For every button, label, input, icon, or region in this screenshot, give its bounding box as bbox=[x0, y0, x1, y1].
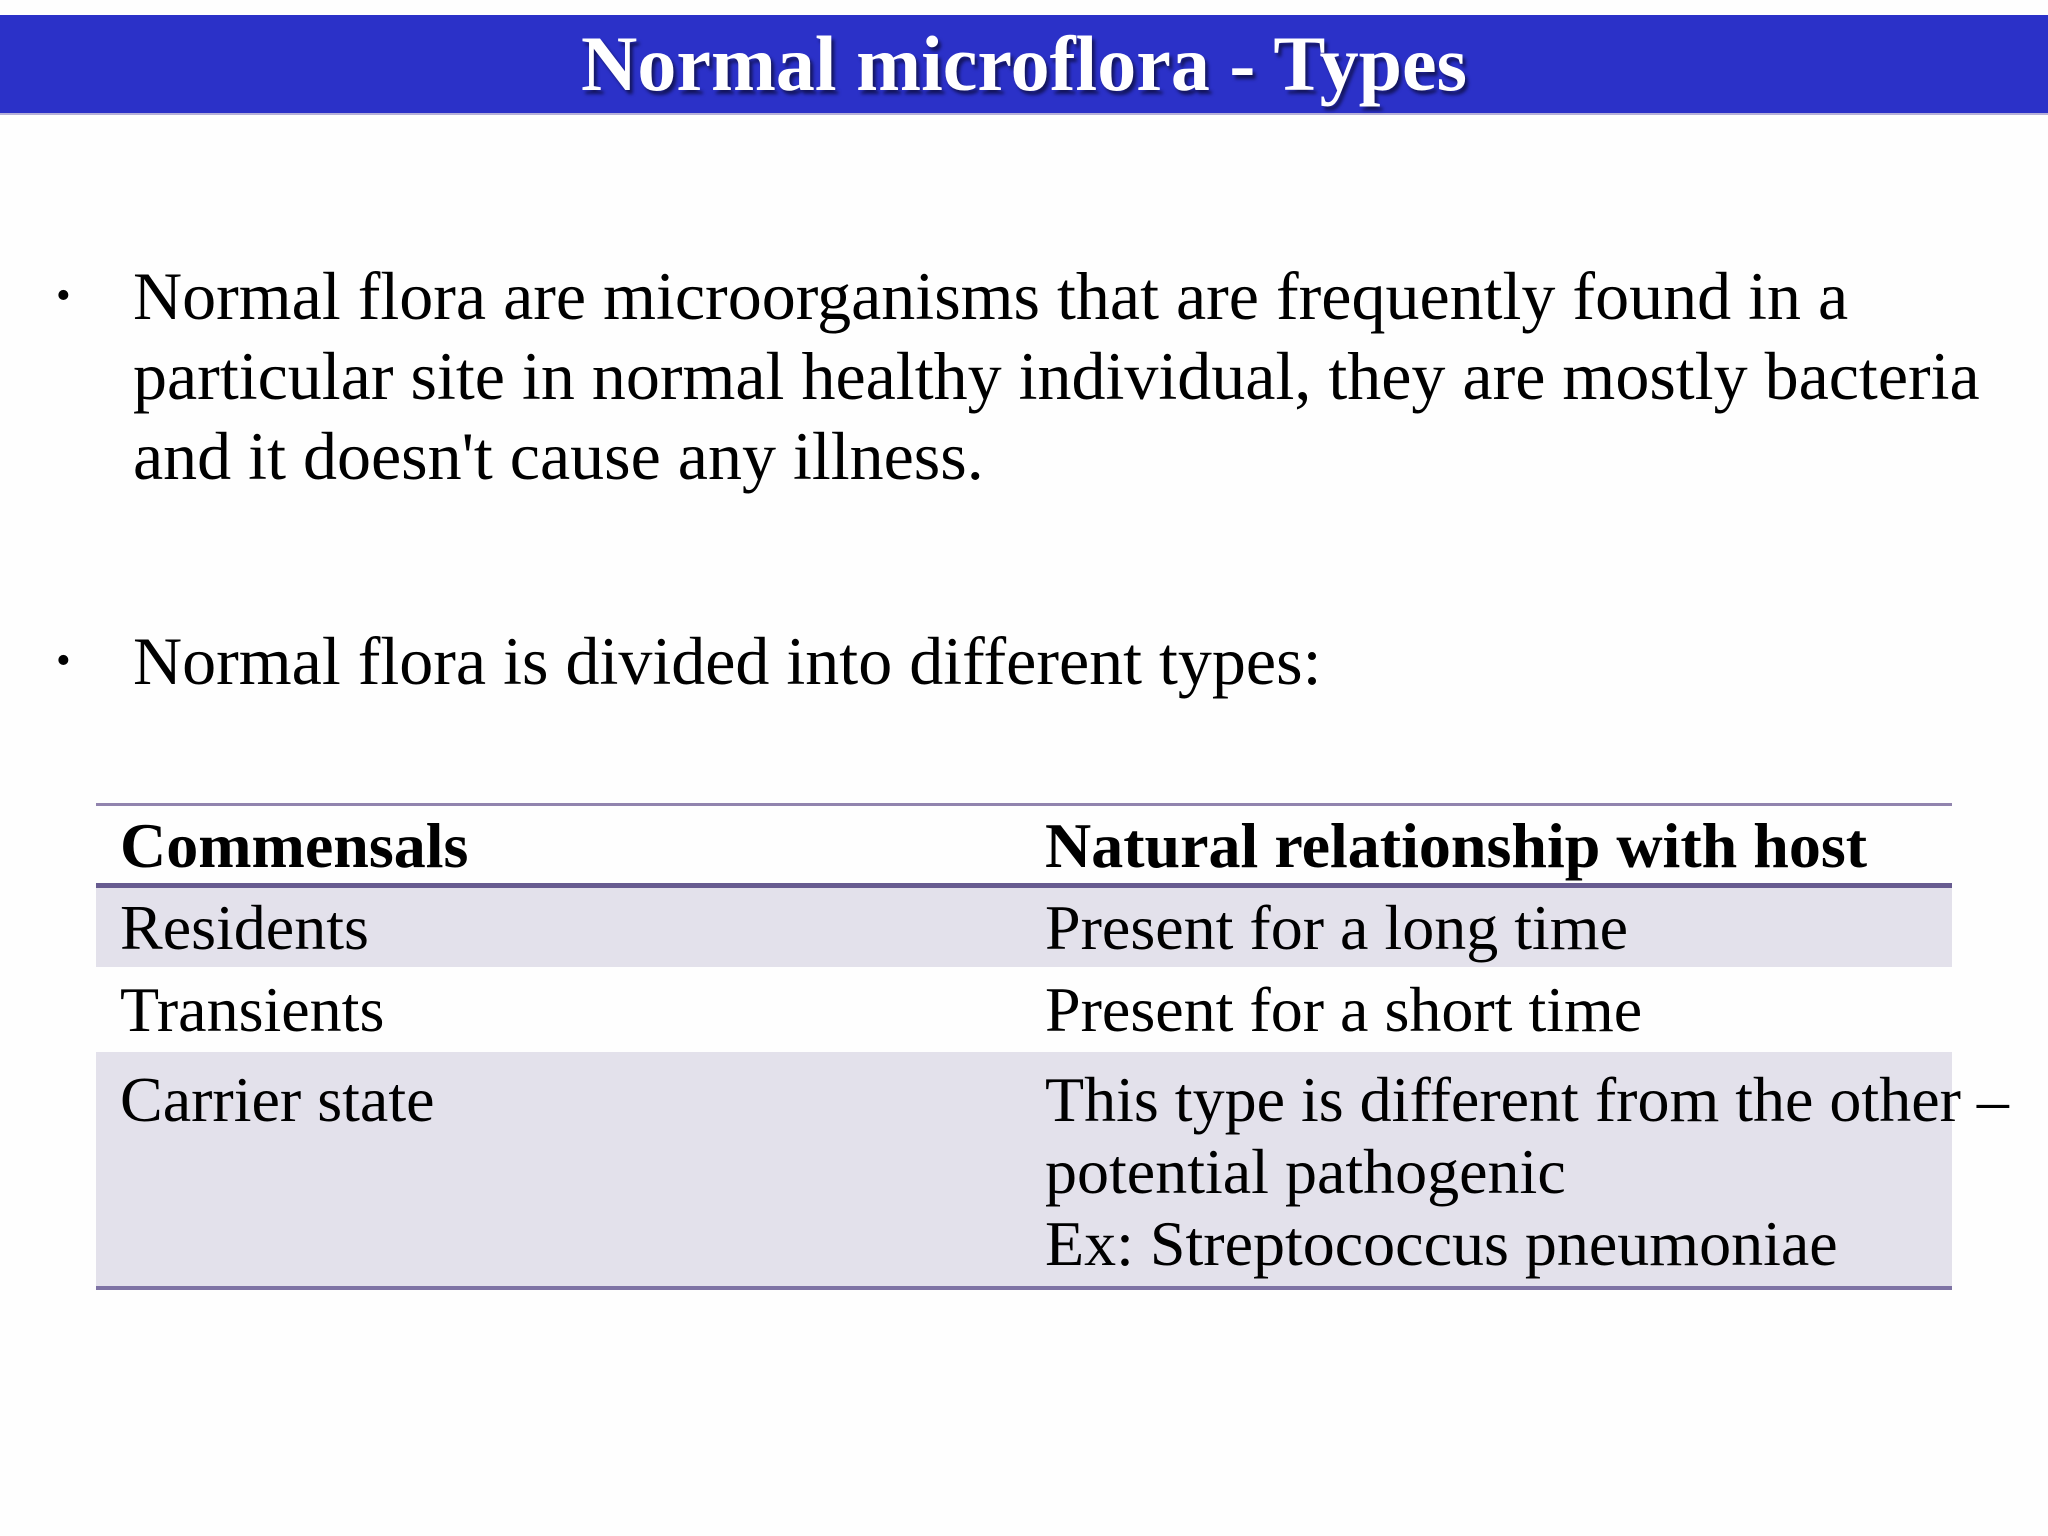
bullet-1-line-1: Normal flora are microorganisms that are… bbox=[133, 258, 1849, 334]
bullet-icon: • bbox=[56, 273, 71, 319]
bullet-icon: • bbox=[56, 638, 71, 684]
bullet-1-line-3: and it doesn't cause any illness. bbox=[133, 418, 984, 494]
bullet-1-line-2: particular site in normal healthy indivi… bbox=[133, 338, 1980, 414]
cell-commensal: Residents bbox=[120, 892, 369, 963]
relationship-line-1: This type is different from the other – bbox=[1045, 1064, 2009, 1135]
relationship-line-3: Ex: Streptococcus pneumoniae bbox=[1045, 1208, 1838, 1279]
cell-commensal: Carrier state bbox=[120, 1064, 435, 1135]
table-header-row: Commensals Natural relationship with hos… bbox=[96, 806, 1952, 888]
table-row-residents: Residents Present for a long time bbox=[96, 888, 1952, 967]
cell-commensal: Transients bbox=[120, 974, 385, 1045]
title-banner: Normal microflora - Types bbox=[0, 15, 2048, 115]
table-header-commensals: Commensals bbox=[120, 810, 469, 881]
bullet-2-line-1: Normal flora is divided into different t… bbox=[133, 623, 1322, 699]
bullet-text-definition: Normal flora are microorganisms that are… bbox=[133, 256, 1980, 496]
slide-title: Normal microflora - Types bbox=[581, 20, 1467, 107]
cell-relationship: Present for a short time bbox=[1045, 974, 1643, 1045]
cell-relationship: Present for a long time bbox=[1045, 892, 1628, 963]
bullet-text-types: Normal flora is divided into different t… bbox=[133, 621, 1321, 701]
table-header-relationship: Natural relationship with host bbox=[1045, 810, 1868, 881]
relationship-line-2: potential pathogenic bbox=[1045, 1136, 1566, 1207]
bullet-item-types: • Normal flora is divided into different… bbox=[56, 621, 1321, 701]
cell-relationship: This type is different from the other – … bbox=[1021, 1064, 2009, 1286]
table-row-transients: Transients Present for a short time bbox=[96, 967, 1952, 1052]
bullet-item-definition: • Normal flora are microorganisms that a… bbox=[56, 256, 1980, 496]
types-table: Commensals Natural relationship with hos… bbox=[96, 803, 2009, 1290]
table-row-carrier-state: Carrier state This type is different fro… bbox=[96, 1052, 2009, 1286]
